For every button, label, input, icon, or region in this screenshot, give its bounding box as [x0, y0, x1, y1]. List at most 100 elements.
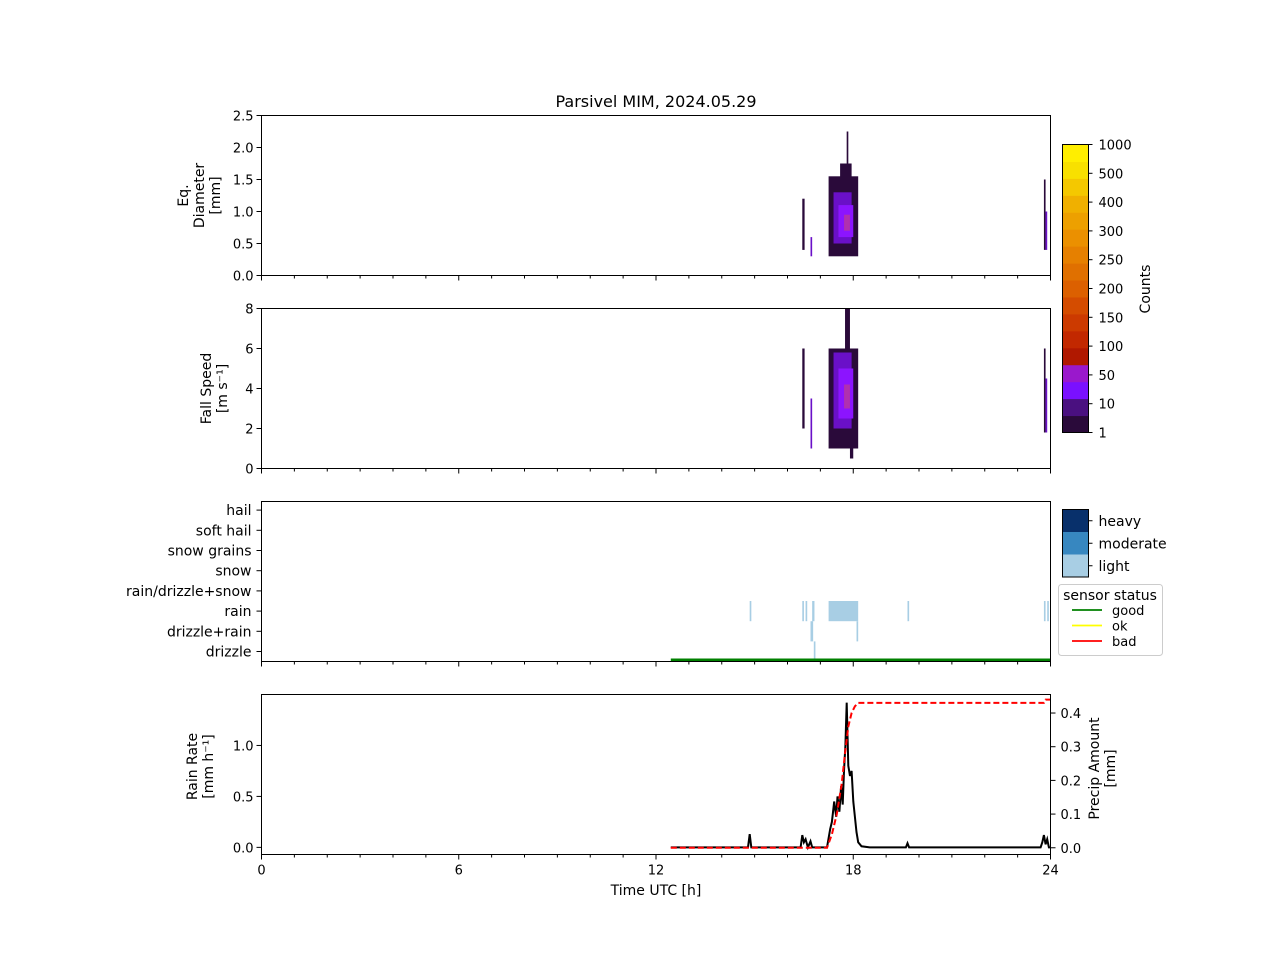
colorbar-cell: [1062, 144, 1089, 162]
status-legend-label: bad: [1112, 635, 1136, 650]
y-tick-label: 2: [245, 423, 253, 438]
precip-type-x-ticks: [261, 661, 1051, 667]
y-tick-label: 8: [245, 303, 253, 318]
precip-type-bar: [802, 601, 804, 622]
category-label: rain: [224, 604, 251, 620]
colorbar-tick-label: 400: [1099, 196, 1124, 211]
precip-type-bar: [813, 641, 816, 662]
y-tick-label: 0: [245, 463, 253, 478]
x-tick-label: 6: [455, 864, 463, 879]
time-x-ticks: 0 6 12 18 24: [257, 854, 1059, 879]
precip-type-axes-frame: [261, 501, 1051, 662]
rain-rate-y-label: Rain Rate[mm h⁻¹]: [185, 733, 217, 800]
y-tick-label: 6: [245, 343, 253, 358]
y-tick-label: 2.0: [233, 142, 254, 157]
colorbar-cell: [1062, 263, 1089, 281]
fall-speed-heatmap: [802, 308, 1048, 459]
x-tick-label: 18: [845, 864, 862, 879]
colorbar-cells: [1062, 144, 1089, 433]
precip-type-bar: [812, 601, 815, 622]
fall-speed-axes-frame: [261, 308, 1051, 469]
heatmap-cell: [1043, 179, 1046, 250]
y-tick-label: 0.5: [233, 238, 254, 253]
precip-type-bars: [749, 601, 1049, 662]
precip-type-bar: [810, 621, 814, 642]
colorbar-tick-label: 50: [1099, 369, 1116, 384]
rain-rate-y-ticks: 0.0 0.5 1.0: [233, 739, 262, 856]
precip-type-y-ticks: drizzle drizzle+rain rain rain/drizzle+snow…: [126, 503, 262, 661]
colorbar-tick-label: 150: [1099, 311, 1124, 326]
category-label: snow grains: [168, 544, 252, 560]
status-legend-title: sensor status: [1063, 588, 1157, 604]
intensity-legend: heavy moderate light: [1062, 509, 1167, 578]
category-label: hail: [226, 503, 251, 519]
heatmap-cell: [1045, 378, 1048, 433]
y-tick-label: 4: [245, 383, 253, 398]
heatmap-cell: [846, 131, 849, 164]
intensity-label: light: [1099, 559, 1131, 575]
colorbar-tick-label: 10: [1099, 398, 1116, 413]
colorbar-cell: [1062, 246, 1089, 264]
y-tick-label: 0.5: [233, 790, 254, 805]
fall-speed-panel: 0 2 4 6 8 Fall Speed[m s⁻¹]: [199, 303, 1051, 478]
intensity-frame: [1062, 509, 1089, 578]
intensity-swatch: [1062, 509, 1089, 532]
colorbar-ticks: 1 10 50 100 150 200 250 300 400 500 1000: [1088, 139, 1132, 442]
right-y-tick-label: 0.0: [1061, 842, 1082, 857]
heatmap-cell: [802, 198, 805, 250]
precip-type-bar: [1043, 601, 1046, 622]
heatmap-cell: [845, 308, 850, 349]
right-y-tick-label: 0.1: [1061, 808, 1082, 823]
colorbar-tick-label: 250: [1099, 254, 1124, 269]
colorbar-cell: [1062, 347, 1089, 366]
precip-type-panel: drizzle drizzle+rain rain rain/drizzle+snow…: [126, 501, 1051, 667]
heatmap-cell: [840, 163, 852, 180]
time-x-label: Time UTC [h]: [610, 883, 702, 899]
precip-type-bar: [828, 601, 859, 622]
colorbar-tick-label: 1000: [1099, 139, 1132, 154]
heatmap-cell: [844, 214, 850, 231]
fall-speed-x-ticks: [261, 468, 1051, 474]
heatmap-cell: [810, 398, 813, 449]
intensity-swatch: [1062, 532, 1089, 555]
diameter-axes-frame: [261, 115, 1051, 276]
colorbar-cell: [1062, 296, 1089, 315]
colorbar-cell: [1062, 161, 1089, 179]
colorbar-label: Counts: [1138, 265, 1154, 314]
colorbar-tick-label: 100: [1099, 340, 1124, 355]
fall-speed-y-ticks: 0 2 4 6 8: [245, 303, 262, 478]
y-tick-label: 1.5: [233, 174, 254, 189]
category-label: rain/drizzle+snow: [126, 584, 251, 600]
colorbar-cell: [1062, 280, 1089, 298]
x-tick-label: 24: [1042, 864, 1059, 879]
diameter-panel: 0.0 0.5 1.0 1.5 2.0 2.5 Eq.Diameter[mm]: [176, 110, 1051, 285]
colorbar-cell: [1062, 178, 1089, 196]
status-legend-label: ok: [1112, 620, 1128, 635]
intensity-label: heavy: [1099, 514, 1142, 530]
diameter-y-ticks: 0.0 0.5 1.0 1.5 2.0 2.5: [233, 110, 262, 285]
x-tick-label: 0: [257, 864, 265, 879]
precip-amount-y-label: Precip Amount[mm]: [1087, 717, 1119, 820]
figure-title: Parsivel MIM, 2024.05.29: [555, 92, 756, 111]
intensity-swatch: [1062, 554, 1089, 577]
rain-rate-axes-frame: [261, 694, 1051, 855]
heatmap-cell: [802, 348, 805, 429]
y-tick-label: 0.0: [233, 270, 254, 285]
category-label: soft hail: [196, 523, 252, 539]
colorbar-cell: [1062, 364, 1089, 383]
diameter-y-label: Eq.Diameter[mm]: [176, 163, 224, 229]
colorbar-cell: [1062, 313, 1089, 332]
precip-type-bar: [907, 601, 910, 622]
right-y-tick-label: 0.3: [1061, 741, 1082, 756]
status-legend-box: [1058, 584, 1163, 656]
counts-colorbar: 1 10 50 100 150 200 250 300 400 500 1000 Counts: [1062, 139, 1154, 442]
colorbar-cell: [1062, 381, 1089, 400]
colorbar-tick-label: 1: [1099, 427, 1107, 442]
colorbar-tick-label: 300: [1099, 225, 1124, 240]
colorbar-cell: [1062, 330, 1089, 349]
fall-speed-y-label: Fall Speed[m s⁻¹]: [199, 353, 231, 424]
intensity-label: moderate: [1099, 536, 1167, 552]
